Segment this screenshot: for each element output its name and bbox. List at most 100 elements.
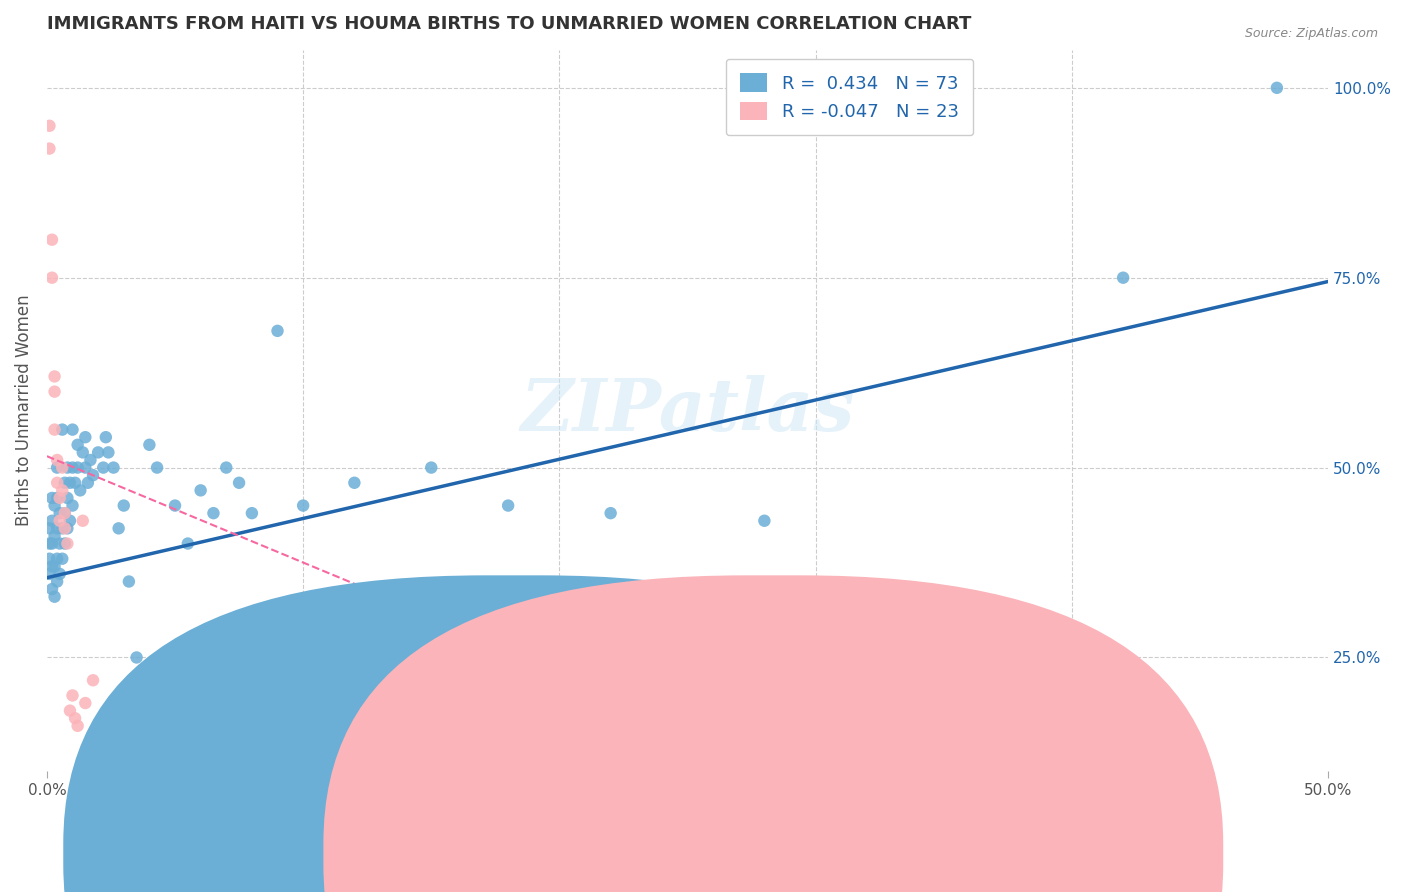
Point bbox=[75, 430, 97, 444]
Text: ZIPatlas: ZIPatlas bbox=[520, 376, 855, 446]
Point bbox=[146, 460, 169, 475]
Point bbox=[62, 689, 84, 703]
Point bbox=[69, 483, 91, 498]
Point bbox=[51, 551, 73, 566]
Point bbox=[63, 475, 86, 490]
Point bbox=[163, 499, 186, 513]
Point bbox=[46, 551, 69, 566]
Point bbox=[41, 270, 63, 285]
Point bbox=[53, 475, 76, 490]
Point bbox=[41, 536, 63, 550]
Point bbox=[51, 483, 73, 498]
Point bbox=[202, 506, 225, 520]
Point bbox=[51, 521, 73, 535]
Point bbox=[44, 590, 66, 604]
Point bbox=[62, 499, 84, 513]
Point bbox=[56, 521, 79, 535]
Point bbox=[107, 521, 129, 535]
Point bbox=[44, 369, 66, 384]
Point bbox=[62, 460, 84, 475]
Point bbox=[44, 384, 66, 399]
Point bbox=[59, 514, 82, 528]
Point bbox=[215, 460, 238, 475]
Point bbox=[1265, 80, 1288, 95]
Point bbox=[63, 711, 86, 725]
Point bbox=[38, 521, 60, 535]
Point bbox=[72, 445, 94, 459]
Point bbox=[72, 514, 94, 528]
Point bbox=[38, 551, 60, 566]
Point bbox=[228, 475, 250, 490]
Point bbox=[46, 453, 69, 467]
Point bbox=[292, 499, 315, 513]
Point bbox=[38, 142, 60, 156]
Point bbox=[56, 460, 79, 475]
Point bbox=[48, 491, 70, 505]
Point bbox=[82, 468, 104, 483]
Point bbox=[97, 445, 120, 459]
Point bbox=[343, 475, 366, 490]
Point bbox=[53, 506, 76, 520]
Point bbox=[599, 506, 621, 520]
Point bbox=[240, 506, 263, 520]
Point bbox=[46, 475, 69, 490]
Point bbox=[66, 460, 89, 475]
Point bbox=[48, 566, 70, 581]
Point bbox=[103, 460, 125, 475]
Point bbox=[48, 514, 70, 528]
Point bbox=[46, 521, 69, 535]
Point bbox=[38, 536, 60, 550]
Point bbox=[177, 536, 200, 550]
Point bbox=[134, 689, 156, 703]
Point bbox=[59, 704, 82, 718]
Point bbox=[62, 423, 84, 437]
Point bbox=[44, 529, 66, 543]
Point bbox=[496, 499, 519, 513]
Text: IMMIGRANTS FROM HAITI VS HOUMA BIRTHS TO UNMARRIED WOMEN CORRELATION CHART: IMMIGRANTS FROM HAITI VS HOUMA BIRTHS TO… bbox=[46, 15, 972, 33]
Text: Source: ZipAtlas.com: Source: ZipAtlas.com bbox=[1244, 27, 1378, 40]
Point bbox=[118, 574, 141, 589]
Point bbox=[53, 506, 76, 520]
Point bbox=[94, 430, 117, 444]
Point bbox=[75, 696, 97, 710]
Point bbox=[82, 673, 104, 688]
Point bbox=[41, 559, 63, 574]
Point bbox=[125, 650, 148, 665]
Point bbox=[38, 119, 60, 133]
Point bbox=[44, 499, 66, 513]
Point bbox=[53, 536, 76, 550]
Point bbox=[46, 491, 69, 505]
Point bbox=[1112, 270, 1135, 285]
Point bbox=[44, 559, 66, 574]
Point bbox=[41, 233, 63, 247]
Y-axis label: Births to Unmarried Women: Births to Unmarried Women bbox=[15, 294, 32, 526]
Point bbox=[41, 514, 63, 528]
Point bbox=[420, 460, 443, 475]
Point bbox=[112, 499, 135, 513]
Legend: R =  0.434   N = 73, R = -0.047   N = 23: R = 0.434 N = 73, R = -0.047 N = 23 bbox=[725, 59, 973, 136]
Point bbox=[75, 460, 97, 475]
Point bbox=[48, 536, 70, 550]
Point bbox=[138, 438, 160, 452]
Point bbox=[51, 423, 73, 437]
Point bbox=[38, 566, 60, 581]
Point bbox=[66, 438, 89, 452]
Point bbox=[41, 582, 63, 596]
Point bbox=[266, 324, 288, 338]
Point bbox=[87, 445, 110, 459]
Point bbox=[51, 460, 73, 475]
Point bbox=[79, 453, 101, 467]
Point bbox=[66, 719, 89, 733]
Point bbox=[53, 521, 76, 535]
Point bbox=[44, 423, 66, 437]
Point bbox=[46, 574, 69, 589]
Text: Immigrants from Haiti: Immigrants from Haiti bbox=[468, 808, 651, 826]
Point bbox=[190, 483, 212, 498]
Text: Houma: Houma bbox=[761, 808, 820, 826]
Point bbox=[56, 491, 79, 505]
Point bbox=[48, 506, 70, 520]
Point bbox=[91, 460, 114, 475]
Point bbox=[46, 460, 69, 475]
Point bbox=[41, 491, 63, 505]
Point bbox=[77, 475, 100, 490]
